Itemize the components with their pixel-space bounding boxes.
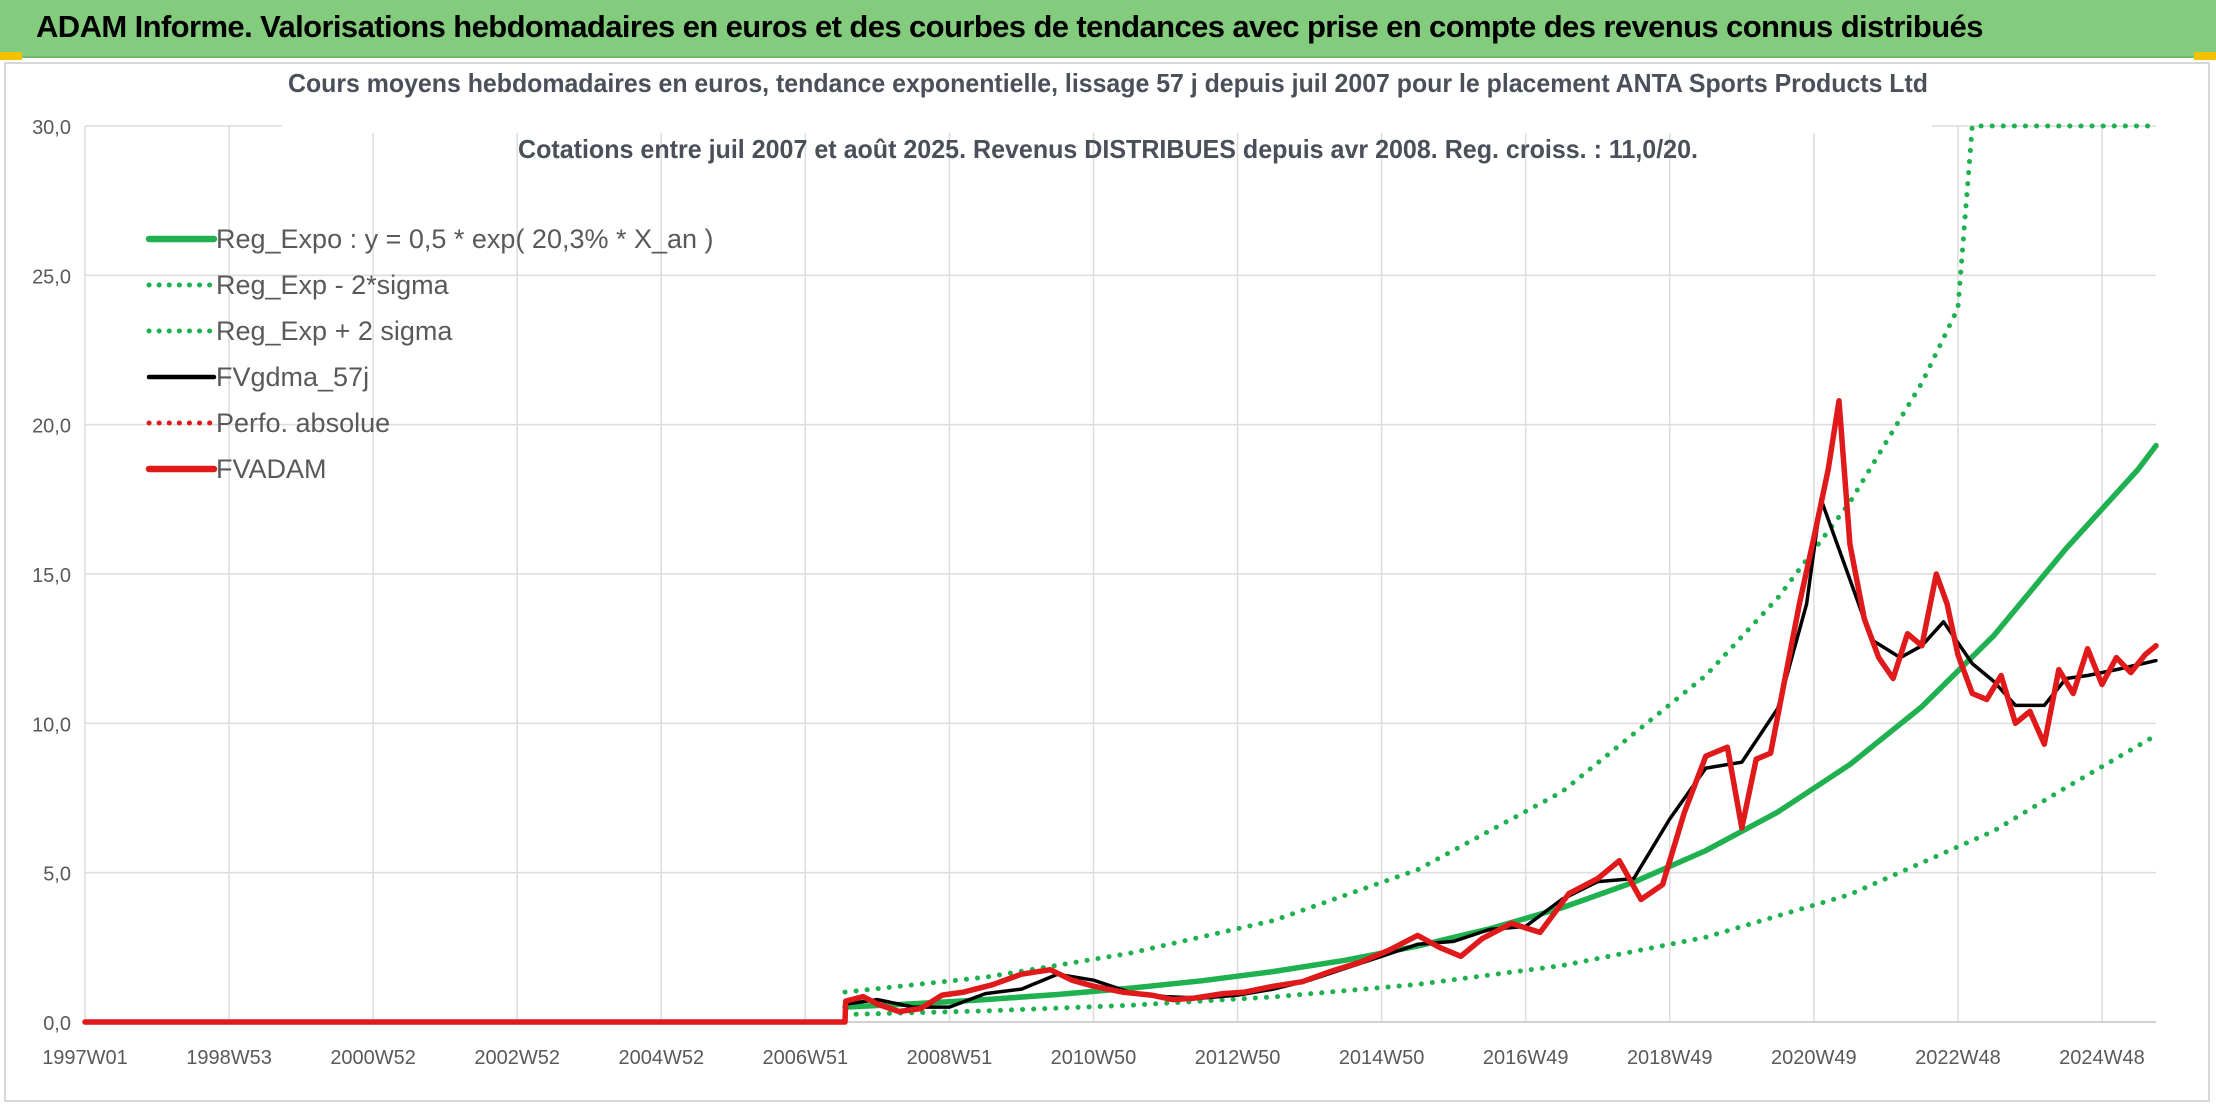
chart-svg: 1997W01 1998W53 2000W52 2002W52 2004W52 2006W… bbox=[32, 68, 2159, 1069]
y-tick-label: 20,0 bbox=[32, 416, 71, 438]
corner-accent-left bbox=[0, 52, 22, 60]
x-tick-label: 2018W49 bbox=[1627, 1047, 1713, 1069]
title-background bbox=[282, 69, 1932, 133]
grid-lines bbox=[84, 125, 2156, 1023]
corner-accent-right bbox=[2194, 52, 2216, 60]
x-tick-label: 2016W49 bbox=[1483, 1047, 1569, 1069]
y-axis-ticks: 0,0 5,0 10,0 15,0 20,0 25,0 30,0 bbox=[32, 117, 71, 1035]
series-line-2 bbox=[842, 123, 2159, 995]
y-tick-label: 10,0 bbox=[32, 714, 71, 736]
chart-subtitle: Cotations entre juil 2007 et août 2025. … bbox=[518, 134, 1698, 164]
legend-label: FVADAM bbox=[216, 454, 327, 484]
legend-label: Reg_Exp + 2 sigma bbox=[216, 316, 453, 346]
legend: Reg_Expo : y = 0,5 * exp( 20,3% * X_an )… bbox=[145, 224, 714, 484]
series-line-5 bbox=[82, 398, 2159, 1025]
x-tick-label: 2014W50 bbox=[1339, 1047, 1425, 1069]
x-tick-label: 2024W48 bbox=[2059, 1047, 2145, 1069]
x-tick-label: 2020W49 bbox=[1771, 1047, 1857, 1069]
x-axis-ticks: 1997W01 1998W53 2000W52 2002W52 2004W52 2006W… bbox=[42, 1047, 2145, 1069]
y-tick-label: 25,0 bbox=[32, 266, 71, 288]
header-banner: ADAM Informe. Valorisations hebdomadaire… bbox=[0, 0, 2216, 58]
series-line-0 bbox=[842, 442, 2159, 1010]
x-tick-label: 2002W52 bbox=[474, 1047, 560, 1069]
y-tick-label: 0,0 bbox=[43, 1013, 71, 1035]
x-tick-label: 2000W52 bbox=[330, 1047, 416, 1069]
legend-label: Perfo. absolue bbox=[216, 408, 390, 438]
y-tick-label: 30,0 bbox=[32, 117, 71, 139]
chart-series bbox=[82, 123, 2159, 1025]
series-line-3 bbox=[83, 497, 2158, 1024]
x-tick-label: 2022W48 bbox=[1915, 1047, 2001, 1069]
y-tick-label: 15,0 bbox=[32, 565, 71, 587]
x-tick-label: 1998W53 bbox=[186, 1047, 272, 1069]
chart-frame: 1997W01 1998W53 2000W52 2002W52 2004W52 2006W… bbox=[4, 62, 2210, 1102]
banner-title: ADAM Informe. Valorisations hebdomadaire… bbox=[36, 9, 1983, 44]
legend-label: FVgdma_57j bbox=[216, 362, 369, 392]
legend-label: Reg_Expo : y = 0,5 * exp( 20,3% * X_an ) bbox=[216, 224, 714, 254]
x-tick-label: 1997W01 bbox=[42, 1047, 128, 1069]
x-tick-label: 2008W51 bbox=[907, 1047, 993, 1069]
chart-title: Cours moyens hebdomadaires en euros, ten… bbox=[288, 68, 1928, 98]
x-tick-label: 2006W51 bbox=[763, 1047, 849, 1069]
y-tick-label: 5,0 bbox=[43, 864, 71, 886]
legend-label: Reg_Exp - 2*sigma bbox=[216, 270, 450, 300]
x-tick-label: 2010W50 bbox=[1051, 1047, 1137, 1069]
x-tick-label: 2004W52 bbox=[618, 1047, 704, 1069]
x-tick-label: 2012W50 bbox=[1195, 1047, 1281, 1069]
